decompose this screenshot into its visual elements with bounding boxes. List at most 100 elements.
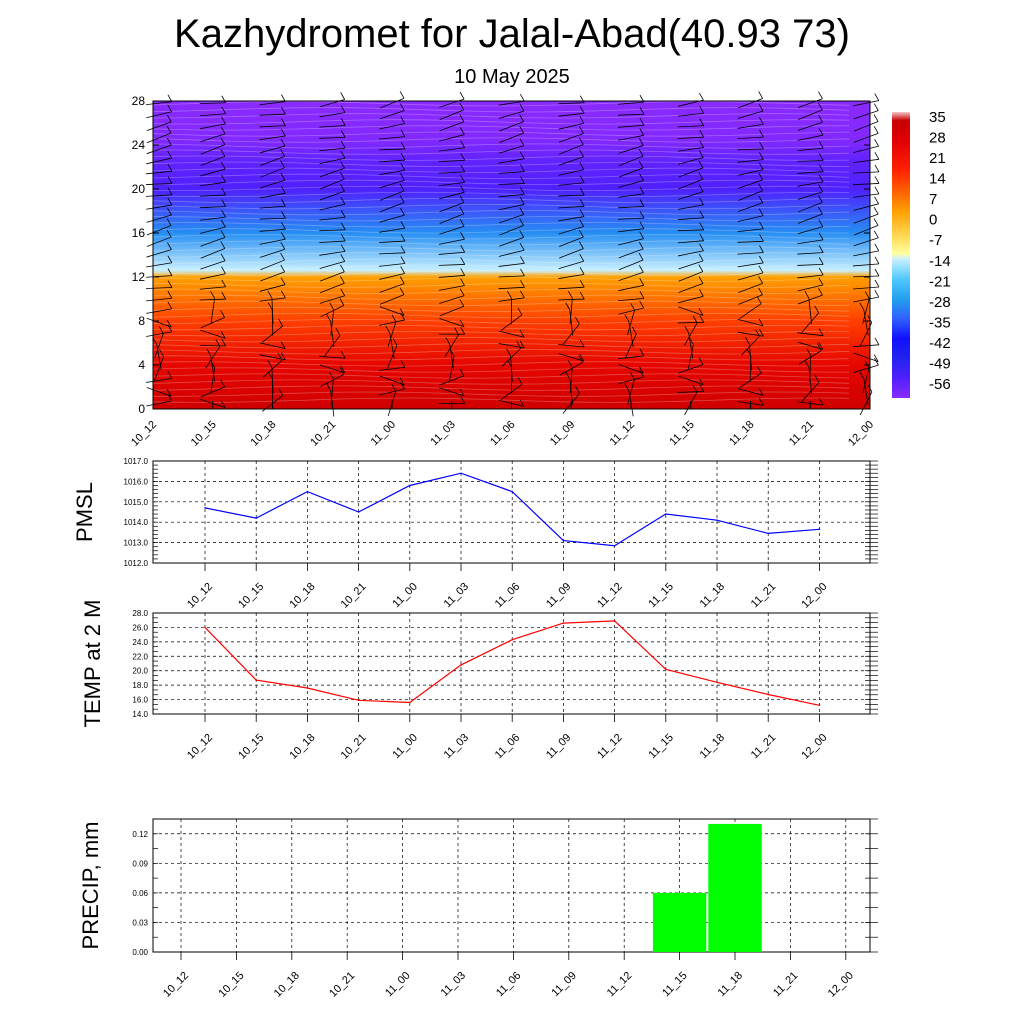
pmsl-point bbox=[613, 544, 616, 547]
wind-barb bbox=[379, 116, 406, 130]
precip-x-label: 10_21 bbox=[327, 970, 357, 1000]
wind-barb bbox=[738, 276, 763, 294]
wind-barb bbox=[499, 207, 525, 224]
wind-barb bbox=[200, 379, 226, 398]
wind-barb bbox=[498, 197, 525, 211]
wind-barb bbox=[438, 268, 466, 278]
wind-barb bbox=[737, 103, 764, 119]
heatmap-x-label: 10_15 bbox=[189, 419, 219, 449]
wind-barb bbox=[738, 195, 764, 212]
wind-barb bbox=[145, 280, 173, 289]
wind-barb bbox=[438, 232, 465, 245]
precip-y-label: 0.00 bbox=[132, 948, 148, 957]
wind-barb bbox=[260, 149, 286, 166]
wind-barb bbox=[797, 267, 824, 279]
wind-barb bbox=[797, 257, 824, 266]
precip-x-label: 11_03 bbox=[439, 970, 469, 1000]
temp-2m-point bbox=[716, 681, 718, 684]
wind-barb bbox=[154, 326, 164, 359]
wind-barb bbox=[379, 129, 406, 140]
pmsl-point bbox=[204, 507, 206, 509]
wind-barb bbox=[853, 352, 879, 363]
contour-line bbox=[152, 198, 850, 204]
wind-barb bbox=[559, 137, 584, 155]
wind-barb bbox=[798, 343, 822, 365]
wind-barb bbox=[797, 164, 824, 174]
contour-line bbox=[152, 143, 850, 149]
wind-barb bbox=[797, 127, 824, 141]
pmsl-x-label: 11_21 bbox=[749, 581, 779, 611]
wind-barb bbox=[387, 314, 397, 347]
colorbar-label: -28 bbox=[929, 294, 951, 311]
wind-barb bbox=[439, 185, 465, 200]
wind-barb bbox=[558, 95, 585, 105]
wind-barb bbox=[439, 318, 465, 328]
wind-barb bbox=[558, 126, 584, 143]
wind-barb bbox=[319, 233, 346, 243]
colorbar-label: 35 bbox=[929, 109, 946, 126]
contour-line bbox=[152, 373, 850, 379]
pmsl-y-label: 1014.0 bbox=[124, 518, 149, 527]
wind-barb bbox=[199, 266, 226, 280]
contour-line bbox=[152, 264, 850, 270]
precip-y-label: 0.12 bbox=[132, 830, 148, 839]
wind-barb bbox=[319, 184, 345, 201]
wind-barb bbox=[439, 127, 465, 142]
wind-barb bbox=[438, 175, 465, 187]
wind-barb bbox=[329, 371, 334, 405]
wind-barb bbox=[797, 245, 824, 255]
wind-barb bbox=[146, 125, 172, 144]
heatmap-x-label: 10_12 bbox=[129, 419, 159, 449]
colorbar bbox=[892, 112, 910, 398]
pmsl-y-label: 1015.0 bbox=[124, 498, 149, 507]
wind-barb bbox=[200, 161, 226, 177]
wind-barb bbox=[565, 371, 574, 405]
wind-barb bbox=[200, 310, 225, 329]
wind-barb bbox=[439, 195, 465, 213]
precip-panel: 0.00 0.03 0.06 0.09 0.12 10_12 10_15 10_18 10_21… bbox=[78, 818, 878, 1000]
wind-barb bbox=[499, 218, 524, 236]
wind-barb bbox=[146, 255, 173, 268]
wind-barb bbox=[797, 153, 824, 162]
temp-2m-x-label: 12_00 bbox=[799, 732, 829, 762]
wind-barb bbox=[199, 209, 227, 221]
wind-barb bbox=[200, 253, 226, 270]
pmsl-y-label: 1012.0 bbox=[124, 559, 149, 568]
temp-panel: 14.0 16.0 18.0 20.0 22.0 24.0 26.0 28.0 10_12 10_… bbox=[80, 600, 878, 762]
wind-barb bbox=[677, 106, 705, 117]
wind-barb bbox=[329, 302, 335, 336]
pmsl-point bbox=[716, 519, 718, 521]
wind-barb bbox=[146, 242, 172, 258]
wind-barb bbox=[324, 328, 341, 357]
wind-barb bbox=[146, 317, 172, 328]
wind-barb bbox=[678, 184, 704, 200]
contour-line bbox=[152, 324, 850, 331]
wind-barb bbox=[319, 130, 346, 139]
contour-line bbox=[152, 306, 850, 312]
wind-barb bbox=[259, 277, 286, 292]
wind-barb bbox=[853, 357, 879, 373]
wind-barb bbox=[745, 337, 752, 371]
heatmap-y-label: 16 bbox=[132, 226, 146, 240]
wind-barb bbox=[677, 129, 705, 139]
temp-2m-y-title: TEMP at 2 M bbox=[80, 600, 105, 728]
temp-2m-x-label: 11_15 bbox=[646, 732, 676, 762]
wind-barb bbox=[319, 118, 346, 128]
temp-2m-point bbox=[357, 699, 360, 702]
wind-barb bbox=[804, 360, 812, 394]
wind-barb bbox=[379, 91, 405, 109]
precip-bar bbox=[652, 892, 707, 952]
temp-2m-y-label: 20.0 bbox=[132, 667, 148, 676]
heatmap-x-label: 11_18 bbox=[727, 419, 757, 449]
colorbar-label: -56 bbox=[929, 376, 951, 393]
contour-line bbox=[152, 161, 850, 167]
precip-frame bbox=[152, 818, 871, 953]
wind-barb bbox=[319, 140, 346, 152]
wind-barb bbox=[798, 102, 823, 120]
colorbar-label: -7 bbox=[929, 232, 942, 249]
temp-2m-point bbox=[562, 622, 565, 624]
temp-2m-x-label: 11_09 bbox=[544, 732, 574, 762]
wind-barb bbox=[853, 243, 880, 257]
temp-2m-point bbox=[204, 626, 206, 629]
temp-2m-y-label: 28.0 bbox=[132, 609, 148, 618]
